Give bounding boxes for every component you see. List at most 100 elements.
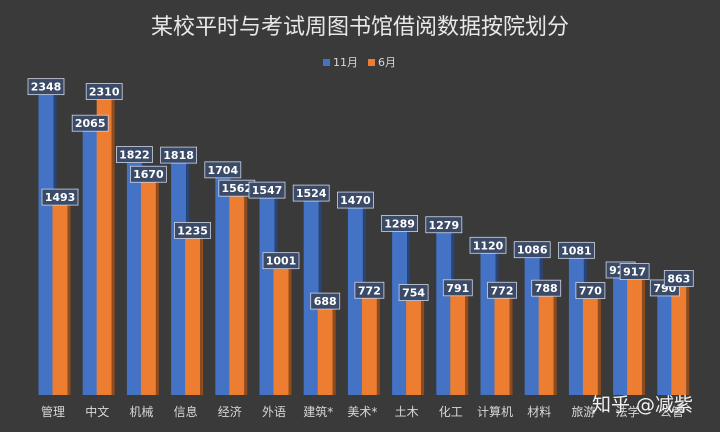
data-label-box-6月-建筑* (310, 292, 341, 310)
x-tick-label-管理: 管理 (41, 404, 65, 419)
x-tick-label-机械: 机械 (129, 404, 153, 419)
data-label-6月-美术*: 772 (358, 284, 381, 297)
legend-label-6月: 6月 (378, 56, 396, 69)
x-axis: 管理 中文 机械 信息 经济 外语 建筑* 美术* 土木 化工 计算机 材料 旅游 法学 公管 (41, 404, 684, 419)
bar-11月-管理 (38, 91, 54, 395)
x-tick-label-经济: 经济 (218, 404, 242, 419)
data-label-6月-中文: 2310 (89, 86, 120, 99)
data-label-box-6月-公管 (663, 270, 694, 287)
bar-side-6月-美术* (376, 297, 380, 395)
bar-11月-材料 (524, 254, 540, 395)
bar-side-6月-外语 (288, 267, 292, 395)
data-label-6月-建筑*: 688 (314, 295, 337, 308)
data-label-6月-旅游: 770 (579, 285, 602, 298)
bar-11月-计算机 (480, 250, 496, 395)
data-label-11月-计算机: 1120 (473, 239, 504, 252)
bar-11月-美术* (347, 205, 363, 395)
data-label-box-11月-美术* (336, 191, 374, 209)
bar-11月-公管 (657, 292, 673, 395)
data-label-11月-中文: 2065 (75, 117, 106, 130)
bar-6月-材料 (538, 293, 554, 395)
bar-6月-计算机 (494, 295, 510, 395)
bar-side-6月-建筑* (332, 308, 336, 395)
bar-side-6月-材料 (553, 295, 557, 395)
x-tick-label-美术*: 美术* (347, 405, 377, 419)
data-label-6月-材料: 788 (535, 282, 558, 295)
data-label-box-11月-旅游 (558, 241, 595, 259)
data-label-11月-经济: 1704 (207, 164, 238, 177)
bar-6月-土木 (406, 297, 422, 395)
bar-6月-法学 (627, 276, 643, 395)
bar-side-6月-机械 (155, 181, 159, 395)
data-label-6月-经济: 1562 (221, 182, 252, 195)
data-label-box-6月-外语 (262, 252, 300, 270)
data-label-11月-材料: 1086 (517, 244, 548, 257)
data-label-6月-外语: 1001 (266, 255, 297, 268)
bar-11月-化工 (436, 229, 452, 395)
bars-layer (38, 91, 690, 395)
data-label-11月-旅游: 1081 (561, 244, 592, 257)
data-label-box-11月-信息 (160, 146, 198, 164)
bar-11月-机械 (126, 159, 142, 395)
data-label-box-6月-管理 (41, 188, 79, 206)
data-label-11月-管理: 2348 (31, 81, 62, 94)
x-tick-label-外语: 外语 (262, 405, 286, 419)
bar-side-6月-化工 (465, 294, 469, 395)
data-label-11月-美术*: 1470 (340, 194, 371, 207)
data-label-box-6月-法学 (619, 263, 650, 280)
data-label-11月-外语: 1547 (252, 184, 283, 197)
bar-6月-旅游 (582, 295, 598, 395)
bar-6月-中文 (96, 96, 112, 395)
data-label-box-6月-土木 (398, 284, 429, 301)
bar-11月-外语 (259, 195, 275, 395)
bar-11月-中文 (82, 128, 98, 395)
bar-11月-信息 (171, 160, 187, 395)
data-label-box-6月-旅游 (575, 282, 606, 299)
data-label-box-11月-建筑* (292, 184, 330, 202)
x-tick-label-旅游: 旅游 (571, 405, 595, 419)
data-label-6月-计算机: 772 (491, 284, 514, 297)
data-label-box-11月-化工 (425, 216, 463, 234)
data-label-11月-土木: 1289 (384, 217, 415, 230)
bar-11月-旅游 (568, 255, 584, 395)
watermark: 知乎 @减紫 (592, 394, 693, 416)
data-label-11月-化工: 1279 (428, 219, 459, 232)
data-label-box-11月-管理 (27, 78, 65, 96)
data-label-box-11月-中文 (71, 114, 109, 132)
bar-side-6月-法学 (642, 278, 646, 395)
data-label-box-6月-美术* (354, 281, 385, 299)
data-label-6月-机械: 1670 (133, 168, 164, 181)
legend-swatch-11月 (323, 59, 330, 66)
data-labels-layer: 2348 1493 2065 2310 1822 1670 1818 1235 1704 1562… (27, 78, 694, 310)
data-label-6月-化工: 791 (446, 282, 469, 295)
legend-label-11月: 11月 (333, 56, 358, 69)
x-tick-label-化工: 化工 (439, 405, 463, 419)
data-label-6月-土木: 754 (402, 287, 425, 300)
bar-side-6月-公管 (686, 285, 690, 395)
data-label-6月-公管: 863 (667, 273, 690, 286)
data-label-box-11月-土木 (381, 215, 419, 232)
data-label-6月-信息: 1235 (177, 224, 208, 237)
bar-side-6月-信息 (200, 237, 204, 395)
data-label-11月-信息: 1818 (163, 149, 194, 162)
bar-11月-土木 (392, 228, 408, 395)
bar-side-6月-旅游 (597, 297, 601, 395)
data-label-11月-机械: 1822 (119, 149, 150, 162)
bar-side-6月-计算机 (509, 297, 513, 395)
bar-side-6月-管理 (67, 204, 71, 395)
data-label-6月-法学: 917 (623, 266, 646, 279)
data-label-box-11月-材料 (513, 241, 551, 259)
bar-6月-机械 (140, 179, 156, 395)
x-tick-label-建筑*: 建筑* (303, 404, 333, 419)
x-tick-label-材料: 材料 (527, 405, 551, 419)
bar-side-6月-土木 (421, 299, 425, 395)
bar-6月-经济 (229, 193, 245, 395)
data-label-11月-建筑*: 1524 (296, 187, 327, 200)
bar-6月-管理 (52, 202, 68, 395)
x-tick-label-计算机: 计算机 (477, 404, 513, 419)
chart-title: 某校平时与考试周图书馆借阅数据按院划分 (151, 15, 569, 40)
x-tick-label-法学: 法学 (616, 404, 640, 419)
x-tick-label-土木: 土木 (395, 405, 419, 419)
